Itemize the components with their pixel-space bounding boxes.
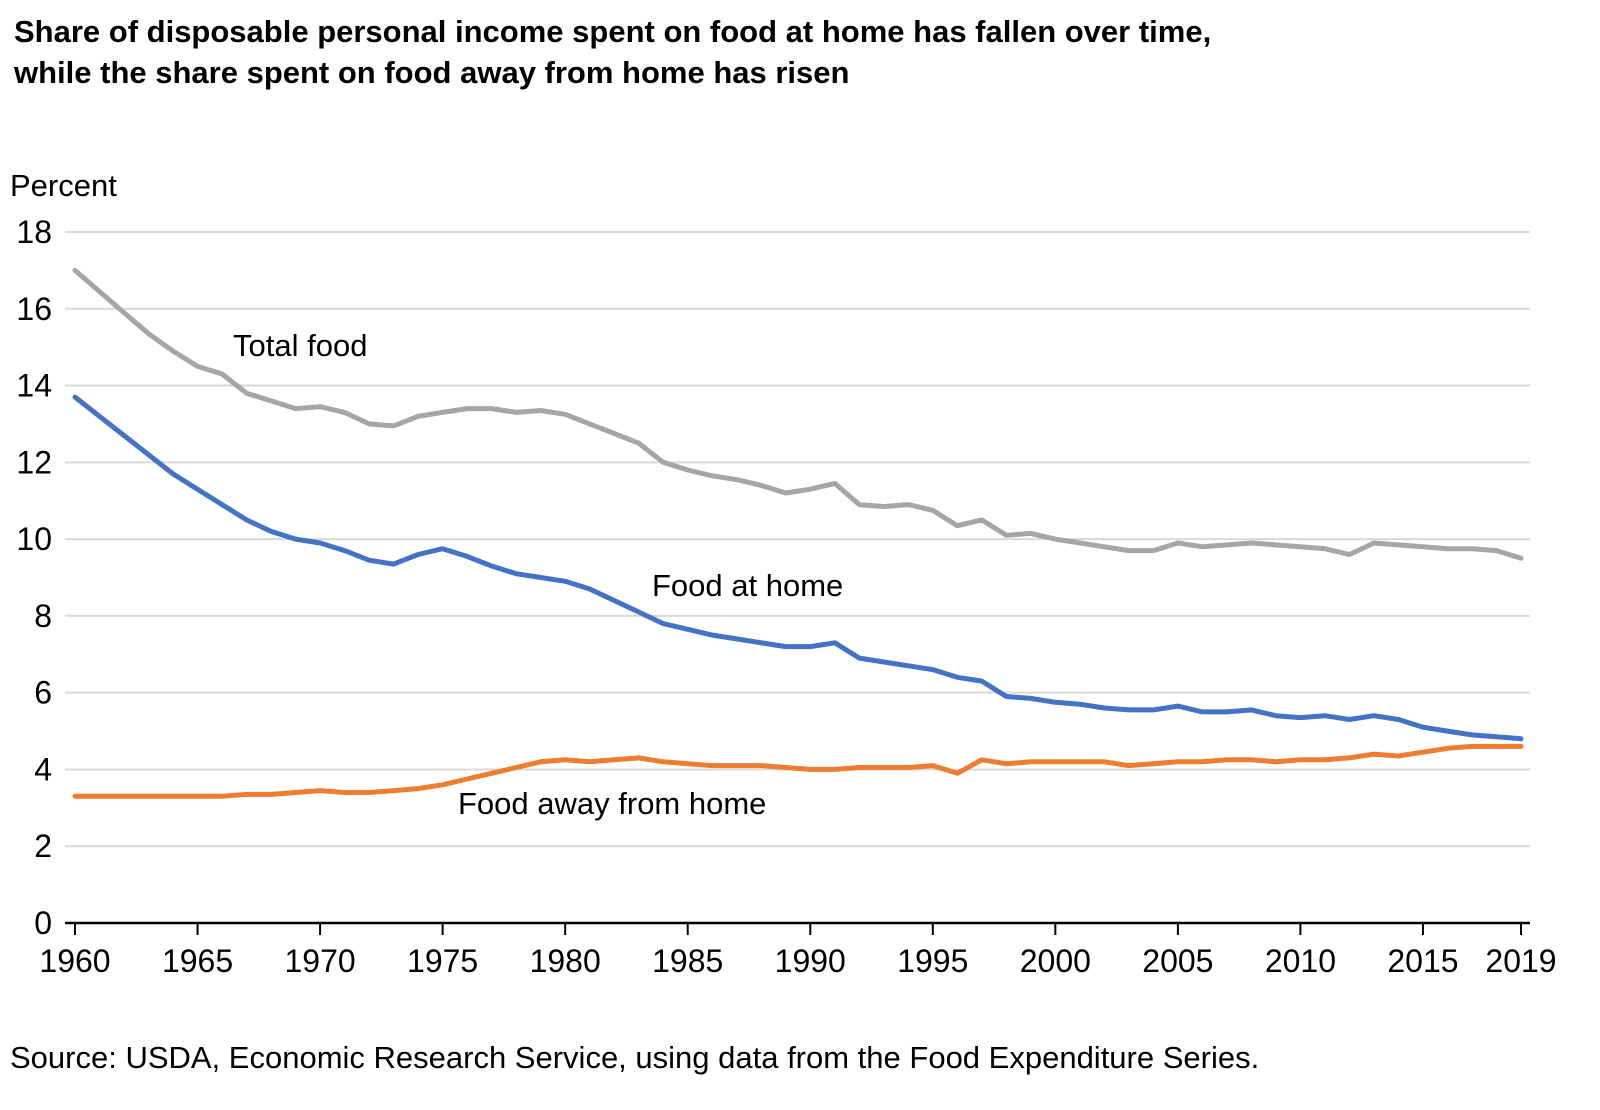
x-tick-label-1990: 1990	[775, 943, 846, 979]
y-tick-label-6: 6	[34, 675, 52, 711]
y-tick-label-0: 0	[34, 905, 52, 941]
x-tick-label-1995: 1995	[897, 943, 968, 979]
source-note: Source: USDA, Economic Research Service,…	[10, 1040, 1260, 1075]
x-tick-label-1970: 1970	[284, 943, 355, 979]
chart-title: Share of disposable personal income spen…	[14, 12, 1534, 94]
y-tick-label-14: 14	[16, 368, 52, 404]
series-label-food-away-from-home: Food away from home	[458, 786, 767, 821]
y-tick-label-4: 4	[34, 751, 52, 787]
y-axis-title: Percent	[10, 168, 117, 203]
series-label-total-food: Total food	[233, 328, 368, 363]
series-line-food-at-home	[72, 394, 1524, 742]
y-tick-label-2: 2	[34, 828, 52, 864]
y-tick-label-8: 8	[34, 598, 52, 634]
x-tick-label-1980: 1980	[530, 943, 601, 979]
x-tick-label-1975: 1975	[407, 943, 478, 979]
x-tick-label-2019: 2019	[1485, 943, 1556, 979]
chart-title-line-1: Share of disposable personal income spen…	[14, 14, 1212, 49]
y-tick-label-12: 12	[16, 444, 52, 480]
x-tick-label-1985: 1985	[652, 943, 723, 979]
x-tick-label-2015: 2015	[1387, 943, 1458, 979]
x-tick-label-2005: 2005	[1142, 943, 1213, 979]
series-line-total-food	[72, 267, 1524, 561]
x-tick-label-2010: 2010	[1265, 943, 1336, 979]
y-tick-label-16: 16	[16, 291, 52, 327]
x-tick-label-1965: 1965	[162, 943, 233, 979]
x-tick-label-1960: 1960	[39, 943, 110, 979]
series-line-food-away-from-home	[72, 743, 1524, 799]
y-tick-label-18: 18	[16, 214, 52, 250]
chart-title-line-2: while the share spent on food away from …	[14, 54, 850, 90]
y-tick-label-10: 10	[16, 521, 52, 557]
series-label-food-at-home: Food at home	[652, 568, 844, 603]
x-tick-label-2000: 2000	[1020, 943, 1091, 979]
